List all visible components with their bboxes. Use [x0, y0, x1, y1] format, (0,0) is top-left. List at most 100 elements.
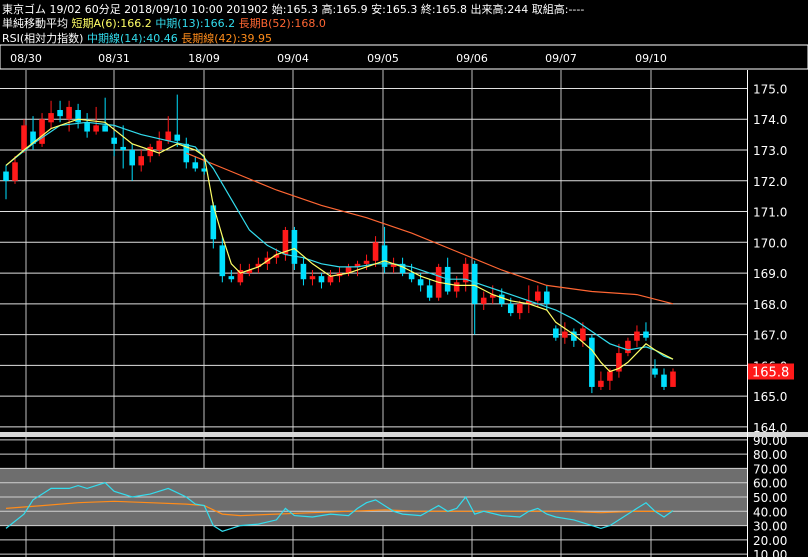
down-candle-body: [643, 331, 649, 338]
down-candle-body: [174, 134, 181, 141]
ma-mid-label: 中期(13):166.2: [155, 17, 236, 30]
down-candle-body: [201, 168, 208, 172]
down-candle-body: [228, 276, 235, 280]
date-tick-label: 09/10: [635, 52, 667, 65]
down-candle-body: [192, 162, 199, 169]
up-candle-body: [273, 254, 280, 258]
header-ma-legend: 単純移動平均 短期A(6):166.2 中期(13):166.2 長期B(52)…: [2, 15, 326, 31]
up-candle-body: [138, 156, 144, 166]
ma-mid-line: [5, 121, 674, 360]
rsi-long-line: [5, 500, 674, 517]
rsi-panel: 90.0080.0070.0060.0050.0040.0030.0020.00…: [0, 434, 787, 557]
price-tick-label: 164.0: [753, 421, 787, 435]
up-candle-body: [156, 140, 163, 150]
down-candle-body: [30, 131, 36, 144]
down-candle-body: [589, 337, 595, 387]
down-candle-body: [3, 171, 9, 181]
down-candle-body: [661, 374, 667, 387]
up-candle-body: [327, 276, 334, 283]
down-candle-body: [507, 303, 514, 314]
axis-divider: [747, 70, 748, 557]
down-candle-body: [102, 125, 108, 132]
up-candle-body: [562, 331, 568, 338]
up-candle-body: [354, 263, 361, 267]
date-tick-label: 08/31: [98, 52, 130, 65]
price-tick-label: 175.0: [753, 82, 787, 96]
last-price-tag-bg: [748, 363, 794, 380]
up-candle-body: [147, 146, 154, 157]
up-candle-body: [598, 380, 604, 387]
up-candle-body: [282, 230, 289, 255]
up-candle-body: [255, 263, 262, 267]
date-tick-label: 09/05: [367, 52, 399, 65]
price-tick-label: 168.0: [753, 298, 787, 312]
down-candle-body: [471, 263, 478, 304]
up-candle-body: [516, 303, 523, 314]
ma-long-line: [186, 152, 674, 305]
rsi-mid-line: [5, 482, 674, 532]
up-candle-body: [48, 113, 54, 123]
rsi-mid-label: 中期線(14):40.46: [86, 32, 178, 45]
down-candle-body: [381, 245, 388, 267]
up-candle-body: [670, 371, 676, 387]
price-axis-labels: 175.0 174.0 173.0 172.0 171.0 170.0 169.0 168.0…: [753, 82, 787, 434]
price-tick-label: 174.0: [753, 113, 787, 127]
up-candle-body: [309, 276, 316, 280]
rsi-tick-label: 60.00: [753, 477, 787, 491]
date-tick-label: 09/06: [456, 52, 488, 65]
price-tick-label: 171.0: [753, 206, 787, 220]
candles: [3, 94, 676, 394]
up-candle-body: [21, 125, 27, 150]
rsi-tick-label: 90.00: [753, 434, 787, 448]
date-tick-label: 08/30: [10, 52, 42, 65]
date-tick-label: 09/07: [545, 52, 577, 65]
down-candle-body: [111, 137, 117, 144]
down-candle-body: [417, 279, 424, 286]
up-candle-body: [453, 282, 460, 292]
price-tick-label: 173.0: [753, 144, 787, 158]
down-candle-body: [120, 146, 126, 150]
rsi-title: RSI(相対力指数): [2, 32, 84, 45]
moving-averages: [5, 118, 674, 373]
down-candle-body: [219, 245, 226, 277]
down-candle-body: [84, 122, 90, 132]
ma-short-line: [5, 118, 674, 373]
down-candle-body: [210, 205, 217, 240]
down-candle-body: [498, 294, 505, 304]
rsi-long-label: 長期線(42):39.95: [181, 32, 273, 45]
down-candle-body: [183, 143, 190, 163]
up-candle-body: [12, 162, 18, 181]
rsi-tick-label: 80.00: [753, 448, 787, 462]
down-candle-body: [652, 368, 658, 375]
up-candle-body: [345, 266, 352, 274]
panel-divider: [0, 432, 808, 437]
price-tick-label: 165.0: [753, 390, 787, 404]
down-candle-body: [318, 276, 325, 283]
rsi-tick-label: 20.00: [753, 534, 787, 548]
ma-short-label: 短期A(6):166.2: [71, 17, 152, 30]
up-candle-body: [390, 263, 397, 267]
date-tick-label: 18/09: [188, 52, 220, 65]
date-axis-bar: [0, 44, 808, 70]
up-candle-body: [39, 119, 45, 144]
ma-title: 単純移動平均: [2, 17, 68, 30]
rsi-tick-label: 40.00: [753, 505, 787, 519]
rsi-tick-label: 50.00: [753, 491, 787, 505]
up-candle-body: [607, 371, 613, 381]
price-tick-label: 167.0: [753, 329, 787, 343]
up-candle-body: [489, 294, 496, 298]
rsi-tick-label: 70.00: [753, 462, 787, 476]
down-candle-body: [408, 273, 415, 280]
down-candle-body: [426, 285, 433, 298]
down-candle-body: [57, 110, 63, 117]
price-tick-label: 169.0: [753, 267, 787, 281]
rsi-tick-label: 10.00: [753, 548, 787, 557]
last-price-tag: 165.8: [748, 363, 794, 381]
up-candle-body: [616, 353, 622, 372]
price-tick-label: 170.0: [753, 236, 787, 250]
up-candle-body: [625, 340, 631, 354]
up-candle-body: [480, 297, 487, 304]
last-price-tag-text: 165.8: [752, 366, 789, 381]
up-candle-body: [462, 263, 469, 283]
